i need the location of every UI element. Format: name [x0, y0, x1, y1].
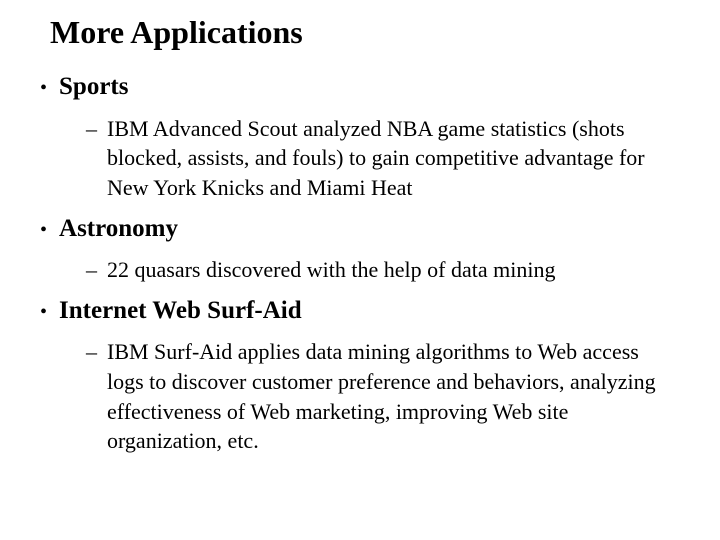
bullet-icon: • — [40, 220, 47, 240]
bullet-icon: • — [40, 302, 47, 322]
section-heading: Sports — [59, 71, 128, 104]
list-item: • Sports – IBM Advanced Scout analyzed N… — [40, 71, 680, 203]
dash-icon: – — [86, 114, 97, 144]
slide-title: More Applications — [50, 14, 680, 51]
sub-bullet-list: – IBM Surf-Aid applies data mining algor… — [40, 337, 680, 456]
list-item: – IBM Advanced Scout analyzed NBA game s… — [86, 114, 680, 203]
list-item: – IBM Surf-Aid applies data mining algor… — [86, 337, 680, 456]
list-item: • Astronomy – 22 quasars discovered with… — [40, 213, 680, 285]
list-item: – 22 quasars discovered with the help of… — [86, 255, 680, 285]
sub-item-text: IBM Advanced Scout analyzed NBA game sta… — [107, 114, 667, 203]
sub-bullet-list: – 22 quasars discovered with the help of… — [40, 255, 680, 285]
section-heading: Internet Web Surf-Aid — [59, 295, 302, 328]
sub-item-text: 22 quasars discovered with the help of d… — [107, 255, 555, 285]
dash-icon: – — [86, 255, 97, 285]
bullet-icon: • — [40, 78, 47, 98]
sub-item-text: IBM Surf-Aid applies data mining algorit… — [107, 337, 667, 456]
list-item: • Internet Web Surf-Aid – IBM Surf-Aid a… — [40, 295, 680, 456]
bullet-list: • Sports – IBM Advanced Scout analyzed N… — [40, 71, 680, 456]
sub-bullet-list: – IBM Advanced Scout analyzed NBA game s… — [40, 114, 680, 203]
dash-icon: – — [86, 337, 97, 367]
section-heading: Astronomy — [59, 213, 178, 246]
